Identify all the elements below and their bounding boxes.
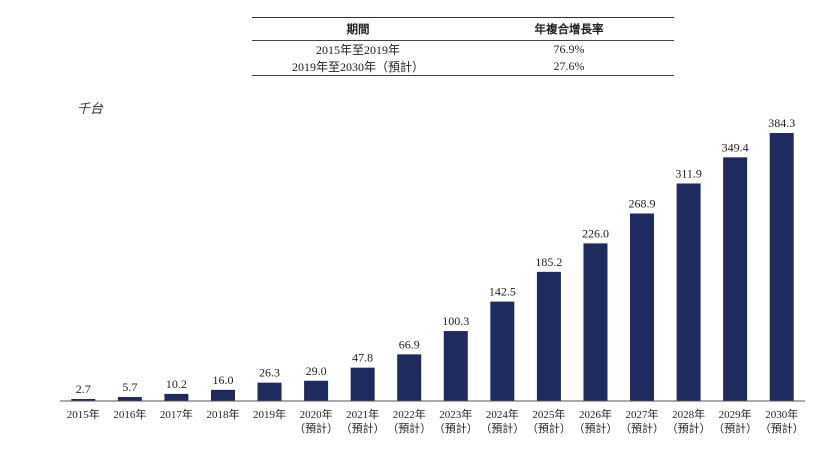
header-period: 期間 [252, 17, 464, 41]
x-tick-note: （預計） [294, 421, 338, 435]
bar-value-label: 2.7 [76, 382, 91, 396]
x-tick-label: 2025年 [532, 407, 565, 421]
bar [676, 183, 701, 401]
bar-value-label: 100.3 [442, 314, 469, 328]
bar [210, 389, 235, 401]
x-tick-note: （預計） [341, 421, 385, 435]
bar-value-label: 311.9 [675, 166, 702, 180]
bar [490, 301, 515, 401]
row-period: 2019年至2030年（預計） [252, 58, 464, 76]
x-tick-note: （預計） [527, 421, 571, 435]
x-tick-label: 2015年 [67, 407, 100, 421]
x-tick-label: 2022年 [393, 407, 426, 421]
bar [350, 367, 375, 401]
bar [71, 399, 96, 401]
table-row: 2019年至2030年（預計） 27.6% [252, 58, 674, 76]
x-tick-label: 2030年 [765, 407, 798, 421]
x-tick-note: （預計） [713, 421, 757, 435]
cagr-table: 期間 年複合增長率 2015年至2019年 76.9% 2019年至2030年（… [252, 17, 674, 76]
bar-value-label: 268.9 [629, 196, 656, 210]
bar [723, 157, 748, 401]
bar [583, 243, 608, 401]
x-tick-note: （預計） [760, 421, 804, 435]
bar [397, 354, 422, 401]
x-tick-label: 2018年 [206, 407, 239, 421]
x-tick-label: 2024年 [486, 407, 519, 421]
bar-value-label: 384.3 [768, 116, 795, 130]
row-rate: 76.9% [553, 42, 585, 56]
x-tick-label: 2027年 [626, 407, 659, 421]
x-tick-label: 2016年 [113, 407, 146, 421]
bar [536, 271, 561, 401]
bar-value-label: 16.0 [212, 373, 233, 387]
x-tick-label: 2020年 [300, 407, 333, 421]
table-row: 2015年至2019年 76.9% [252, 41, 674, 59]
x-tick-label: 2021年 [346, 407, 379, 421]
bar-value-label: 185.2 [535, 255, 562, 269]
bar-value-label: 226.0 [582, 226, 609, 240]
bar [164, 393, 189, 401]
table-header-row: 期間 年複合增長率 [252, 17, 674, 41]
bar [443, 331, 468, 401]
bar [630, 213, 655, 401]
x-tick-note: （預計） [620, 421, 664, 435]
x-tick-label: 2019年 [253, 407, 286, 421]
bar-value-label: 26.3 [259, 366, 280, 380]
bar-value-label: 66.9 [399, 337, 420, 351]
x-tick-label: 2023年 [439, 407, 472, 421]
bar-value-label: 5.7 [122, 380, 137, 394]
bar-value-label: 142.5 [489, 285, 516, 299]
bar [769, 133, 794, 401]
x-tick-label: 2026年 [579, 407, 612, 421]
x-tick-note: （預計） [387, 421, 431, 435]
y-unit-label: 千台 [77, 101, 104, 116]
x-tick-note: （預計） [573, 421, 617, 435]
x-tick-label: 2017年 [160, 407, 193, 421]
header-cagr: 年複合增長率 [464, 17, 674, 41]
row-rate: 27.6% [464, 58, 674, 76]
x-tick-note: （預計） [667, 421, 711, 435]
bar-value-label: 10.2 [166, 377, 187, 391]
x-tick-note: （預計） [480, 421, 524, 435]
bar-value-label: 29.0 [306, 364, 327, 378]
bar [257, 382, 282, 401]
row-period: 2015年至2019年 [315, 43, 400, 57]
bar-value-label: 47.8 [352, 351, 373, 365]
bar [117, 397, 142, 401]
bar-value-label: 349.4 [722, 140, 749, 154]
x-tick-note: （預計） [434, 421, 478, 435]
bar [304, 380, 329, 401]
x-tick-label: 2028年 [672, 407, 705, 421]
x-tick-label: 2029年 [719, 407, 752, 421]
